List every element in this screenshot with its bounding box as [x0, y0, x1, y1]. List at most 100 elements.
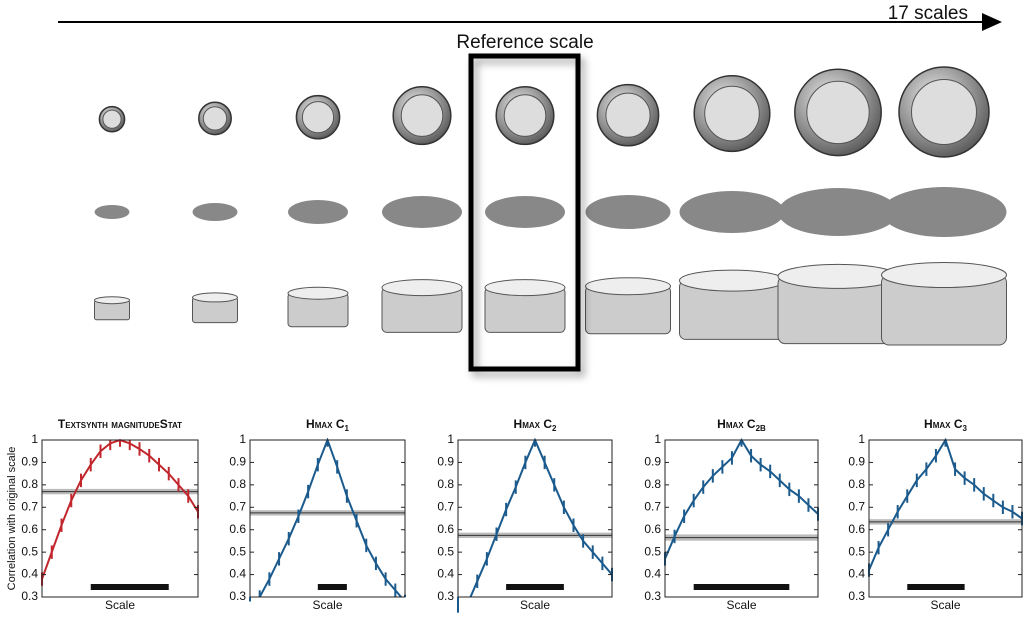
y-tick-label: 0.6 [437, 522, 454, 536]
drum-top [679, 269, 785, 292]
title-text: Textsynth magnitudeStat [58, 417, 182, 431]
plot-frame [868, 439, 1023, 598]
y-tick-label: 0.3 [229, 589, 246, 603]
chart: 0.3 0.4 0.5 0.6 0.7 0.8 0.9 1 Scale Hmax C2 [437, 417, 613, 613]
drum-top [777, 263, 899, 289]
chart: 0.3 0.4 0.5 0.6 0.7 0.8 0.9 1 Scale Hmax C1 [229, 417, 406, 612]
y-tick-label: 0.6 [229, 522, 246, 536]
plot-frame [457, 439, 613, 598]
y-tick-label: 0.5 [848, 544, 865, 558]
y-tick-label: 0.9 [229, 455, 246, 469]
chart-title: Hmax C3 [924, 417, 967, 433]
title-subscript: 1 [345, 424, 350, 433]
x-axis-label: Scale [930, 598, 960, 612]
title-subscript: 3 [963, 424, 968, 433]
title-text: Hmax C [514, 417, 553, 431]
title-text: Hmax C [306, 417, 345, 431]
cow-image [288, 200, 348, 224]
y-tick-label: 0.7 [229, 499, 246, 513]
y-tick-label: 0.8 [644, 477, 661, 491]
range-bar [907, 584, 965, 590]
series-line [869, 438, 1022, 571]
drum-top [484, 279, 566, 297]
y-tick-label: 0.6 [644, 522, 661, 536]
y-tick-label: 0.8 [437, 477, 454, 491]
cow-image [94, 205, 130, 219]
cow-image [881, 187, 1007, 237]
arrow-head [982, 13, 1002, 31]
y-tick-label: 0.5 [644, 544, 661, 558]
reference-label: Reference scale [456, 32, 593, 53]
series-line [258, 438, 403, 597]
clock-face [704, 85, 760, 142]
drum-top [192, 292, 238, 303]
y-tick-label: 0.6 [848, 522, 865, 536]
cow-image [192, 203, 238, 221]
cow-image [679, 191, 785, 233]
y-tick-label: 0.4 [437, 567, 454, 581]
range-bar [506, 584, 564, 590]
chart-title: Textsynth magnitudeStat [58, 417, 182, 431]
y-tick-label: 0.4 [644, 567, 661, 581]
clock-face [605, 92, 651, 138]
chart: 0.3 0.4 0.5 0.6 0.7 0.8 0.9 1 Scale Hmax C3 [848, 417, 1023, 612]
drum-top [881, 262, 1007, 288]
y-tick-label: 0.7 [437, 499, 454, 513]
title-text: Hmax C [717, 417, 756, 431]
x-axis-label: Scale [105, 598, 135, 612]
drum-top [287, 286, 349, 300]
y-tick-label: 0.4 [21, 567, 38, 581]
x-axis-label: Scale [312, 598, 342, 612]
plot-frame [664, 439, 819, 598]
y-tick-label: 0.3 [644, 589, 661, 603]
y-tick-label: 0.7 [644, 499, 661, 513]
y-tick-label: 0.8 [21, 477, 38, 491]
cow-image [485, 196, 565, 228]
y-tick-label: 0.9 [644, 455, 661, 469]
clock-face [202, 106, 228, 131]
clock-face [806, 80, 870, 145]
y-tick-label: 0.6 [21, 522, 38, 536]
drum-top [94, 296, 130, 305]
chart-title: Hmax C2B [717, 417, 766, 433]
object-images [94, 66, 1007, 346]
chart: 0.3 0.4 0.5 0.6 0.7 0.8 0.9 1 Scale Correlation w… [6, 417, 199, 612]
title-text: Hmax C [924, 417, 963, 431]
cow-image [585, 195, 671, 229]
chart-title: Hmax C1 [306, 417, 349, 433]
clock-face [911, 79, 977, 145]
y-tick-label: 0.4 [848, 567, 865, 581]
arrow-label: 17 scales [888, 3, 968, 24]
y-axis-label: Correlation with original scale [6, 447, 18, 591]
plot-frame [249, 439, 406, 598]
y-tick-label: 1 [654, 432, 661, 446]
x-axis-label: Scale [726, 598, 756, 612]
chart-title: Hmax C2 [514, 417, 557, 433]
y-tick-label: 0.5 [437, 544, 454, 558]
y-tick-label: 0.4 [229, 567, 246, 581]
title-subscript: 2B [756, 424, 766, 433]
chart: 0.3 0.4 0.5 0.6 0.7 0.8 0.9 1 Scale Hmax C2B [644, 417, 819, 612]
cow-image [382, 196, 462, 228]
y-tick-label: 0.7 [848, 499, 865, 513]
y-tick-label: 0.8 [229, 477, 246, 491]
y-tick-label: 1 [447, 432, 454, 446]
y-tick-label: 0.9 [848, 455, 865, 469]
drum-top [585, 277, 671, 296]
y-tick-label: 0.3 [437, 589, 454, 603]
y-tick-label: 0.9 [21, 455, 38, 469]
y-tick-label: 0.3 [848, 589, 865, 603]
reference-box [468, 53, 581, 372]
series-line [665, 438, 818, 560]
series-line [42, 438, 198, 580]
y-tick-label: 0.7 [21, 499, 38, 513]
range-bar [693, 584, 790, 590]
y-tick-label: 1 [31, 432, 38, 446]
clock-face [102, 109, 122, 129]
title-subscript: 2 [552, 424, 557, 433]
y-tick-label: 0.3 [21, 589, 38, 603]
range-bar [317, 584, 347, 590]
y-tick-label: 0.5 [229, 544, 246, 558]
y-tick-label: 0.8 [848, 477, 865, 491]
